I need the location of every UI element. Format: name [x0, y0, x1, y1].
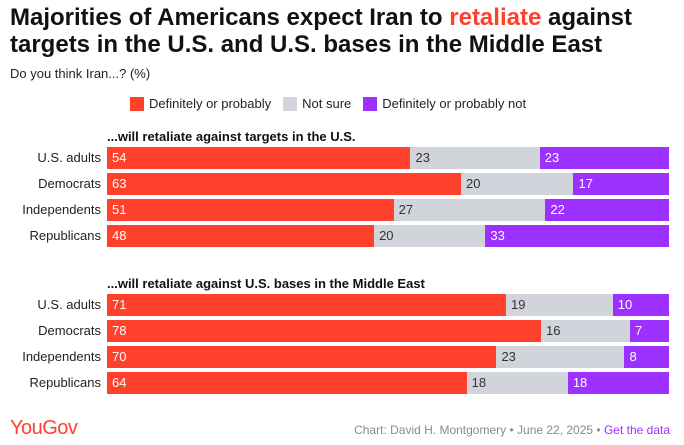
- panel-title-0: ...will retaliate against targets in the…: [107, 129, 356, 144]
- bar-segment-yes: 64: [107, 372, 467, 394]
- row-label: U.S. adults: [37, 150, 101, 165]
- bar-segment-yes: 48: [107, 225, 375, 247]
- bar-segment-unsure: 20: [461, 173, 574, 195]
- stacked-bar: 64 18 18: [107, 372, 669, 394]
- chart-subtitle: Do you think Iran...? (%): [10, 66, 151, 81]
- row-label: Republicans: [29, 375, 101, 390]
- bar-segment-yes: 51: [107, 199, 394, 221]
- legend-item-no: Definitely or probably not: [363, 96, 526, 111]
- bar-segment-no: 18: [567, 372, 669, 394]
- bar-segment-unsure: 16: [540, 320, 631, 342]
- stacked-bar: 71 19 10: [107, 294, 669, 316]
- row-label: Independents: [22, 349, 101, 364]
- bar-segment-yes: 54: [107, 147, 411, 169]
- bar-segment-no: 8: [624, 346, 669, 368]
- bar-segment-yes: 63: [107, 173, 462, 195]
- legend: Definitely or probably Not sure Definite…: [130, 96, 538, 111]
- row-label: Republicans: [29, 228, 101, 243]
- legend-item-unsure: Not sure: [283, 96, 351, 111]
- bar-segment-unsure: 18: [466, 372, 568, 394]
- stacked-bar: 78 16 7: [107, 320, 669, 342]
- bar-segment-unsure: 27: [393, 199, 546, 221]
- bar-segment-no: 10: [612, 294, 669, 316]
- legend-label-unsure: Not sure: [302, 96, 352, 111]
- legend-swatch-yes: [130, 96, 144, 111]
- legend-label-no: Definitely or probably not: [382, 96, 527, 111]
- row-label: Democrats: [38, 323, 101, 338]
- bar-segment-unsure: 20: [374, 225, 486, 247]
- bar-segment-yes: 71: [107, 294, 507, 316]
- stacked-bar: 70 23 8: [107, 346, 669, 368]
- bar-segment-unsure: 23: [496, 346, 625, 368]
- legend-swatch-no: [363, 96, 378, 111]
- stacked-bar: 51 27 22: [107, 199, 669, 221]
- yougov-logo: YouGov: [10, 417, 78, 439]
- bar-segment-unsure: 19: [506, 294, 613, 316]
- bar-segment-no: 33: [485, 225, 669, 247]
- legend-item-yes: Definitely or probably: [130, 96, 271, 111]
- stacked-bar: 63 20 17: [107, 173, 669, 195]
- panel-title-1: ...will retaliate against U.S. bases in …: [107, 276, 425, 291]
- chart-title: Majorities of Americans expect Iran to r…: [10, 4, 633, 58]
- get-the-data-link[interactable]: Get the data: [603, 423, 670, 437]
- bar-segment-yes: 78: [107, 320, 541, 342]
- legend-label-yes: Definitely or probably: [149, 96, 272, 111]
- bar-segment-no: 22: [545, 199, 669, 221]
- legend-swatch-unsure: [283, 96, 298, 111]
- row-label: U.S. adults: [37, 297, 101, 312]
- stacked-bar: 48 20 33: [107, 225, 669, 247]
- bar-segment-yes: 70: [107, 346, 497, 368]
- stacked-bar: 54 23 23: [107, 147, 669, 169]
- bar-segment-unsure: 23: [410, 147, 540, 169]
- row-label: Independents: [22, 202, 101, 217]
- title-highlight: retaliate: [449, 4, 542, 31]
- bar-segment-no: 17: [573, 173, 669, 195]
- row-label: Democrats: [38, 176, 101, 191]
- bar-segment-no: 7: [630, 320, 669, 342]
- chart-credit: Chart: David H. Montgomery • June 22, 20…: [354, 423, 670, 437]
- bar-segment-no: 23: [539, 147, 669, 169]
